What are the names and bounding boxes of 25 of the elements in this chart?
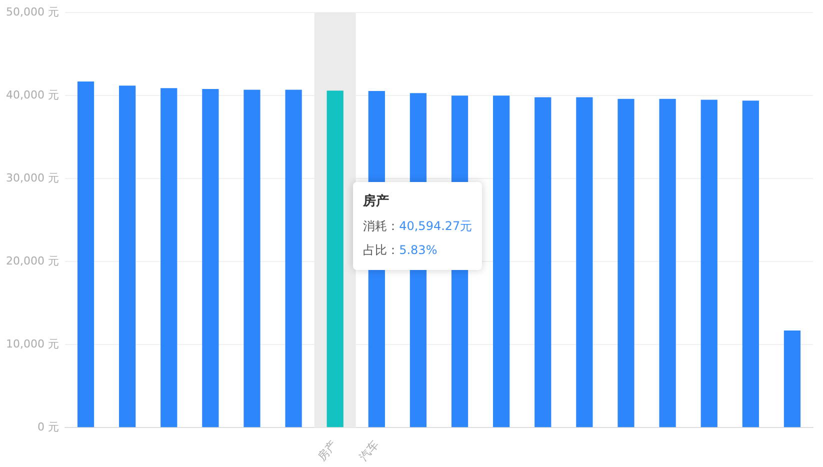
y-tick-label: 20,000 元: [6, 254, 59, 268]
bar: [244, 90, 260, 428]
bar: [576, 97, 593, 428]
y-tick-label: 0 元: [37, 420, 59, 434]
y-tick-label: 30,000 元: [6, 171, 59, 184]
bar: [202, 88, 219, 428]
bar: [659, 98, 676, 428]
bar: [534, 97, 552, 428]
bar: [618, 98, 634, 428]
tooltip-card: 房产 消耗：40,594.27元 占比：5.83%: [353, 182, 482, 270]
bar: [784, 330, 801, 428]
bar: [160, 88, 178, 428]
x-tick-label: 汽车: [357, 438, 382, 464]
y-tick-label: 40,000 元: [6, 88, 59, 102]
y-tick-label: 50,000 元: [6, 5, 59, 18]
bar: [119, 86, 136, 428]
bar: [77, 82, 94, 428]
bar: [493, 96, 510, 428]
annotation: 占比：5.83%: [363, 243, 438, 257]
y-tick-label: 10,000 元: [6, 338, 59, 351]
bar: [700, 100, 718, 428]
bar: [285, 90, 302, 428]
annotation: 消耗：40,594.27元: [363, 219, 472, 233]
annotation: 房产: [363, 192, 390, 211]
bar: [742, 100, 759, 428]
